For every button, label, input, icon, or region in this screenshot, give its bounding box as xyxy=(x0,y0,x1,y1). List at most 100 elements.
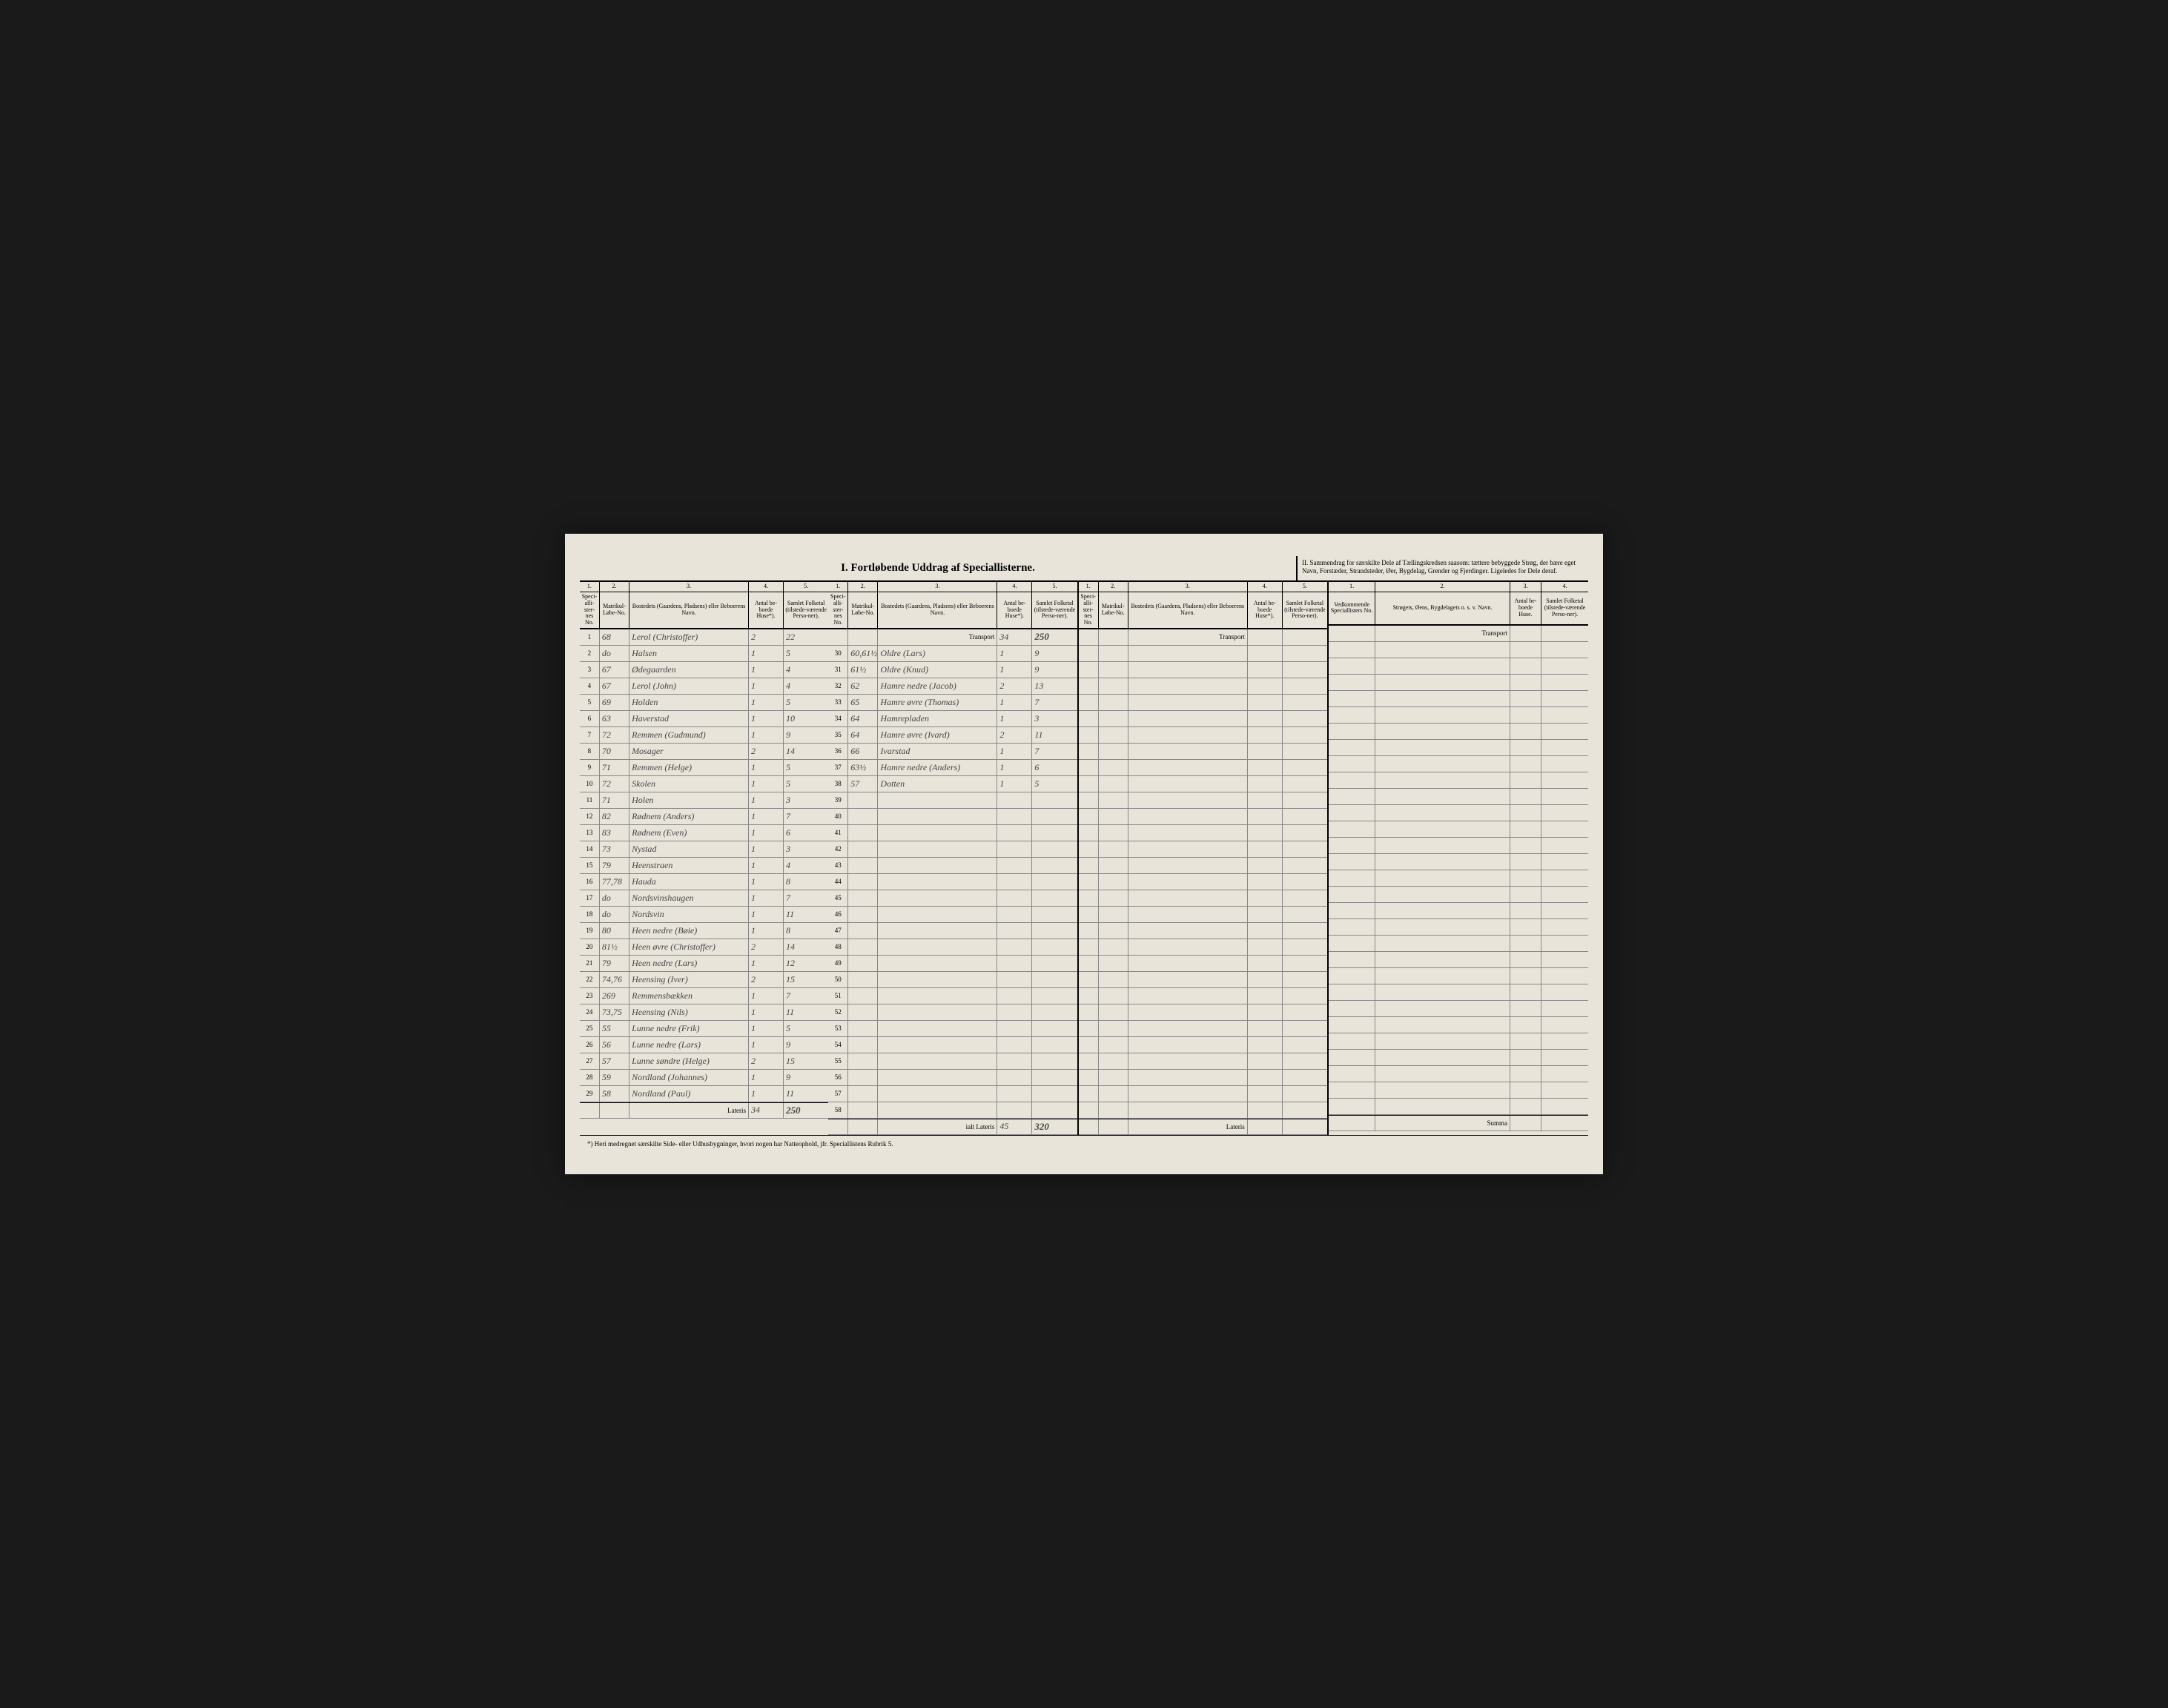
col-num: 1. xyxy=(580,582,600,592)
row-bost: Hauda xyxy=(629,874,749,890)
row-bost xyxy=(878,809,997,824)
table-row: 52 xyxy=(828,1004,1077,1021)
table-row xyxy=(1079,1070,1327,1086)
table-row: 47 xyxy=(828,923,1077,939)
row-mat xyxy=(848,1053,878,1069)
row-mat: 61½ xyxy=(848,662,878,678)
table-row xyxy=(1079,744,1327,760)
row-bost xyxy=(878,1102,997,1118)
table-row: 1282Rødnem (Anders)17 xyxy=(580,809,828,825)
row-ant xyxy=(997,907,1032,922)
table-row xyxy=(1329,903,1588,919)
row-bost: Lerol (John) xyxy=(629,678,749,694)
row-no: 43 xyxy=(828,858,848,873)
table-row xyxy=(1329,936,1588,952)
row-bost: Hamre øvre (Thomas) xyxy=(878,695,997,710)
transport-row-3: Transport xyxy=(1079,629,1327,646)
row-mat xyxy=(848,923,878,939)
row-ant xyxy=(997,1086,1032,1102)
col-num: 4. xyxy=(749,582,784,592)
col-num: 4. xyxy=(1541,582,1588,592)
row-bost: Nordland (Paul) xyxy=(629,1086,749,1102)
col-label-ant: Antal be-boede Huse*). xyxy=(997,592,1032,628)
row-no: 57 xyxy=(828,1086,848,1102)
row-mat: 58 xyxy=(600,1086,629,1102)
row-ant: 1 xyxy=(749,907,784,922)
table-row xyxy=(1329,1066,1588,1082)
table-row: 56 xyxy=(828,1070,1077,1086)
table-row xyxy=(1079,858,1327,874)
row-ant: 1 xyxy=(997,662,1032,678)
row-mat xyxy=(848,1037,878,1053)
table-row xyxy=(1079,890,1327,907)
row-folk xyxy=(1032,874,1077,890)
row-bost: Mosager xyxy=(629,744,749,759)
row-mat: 56 xyxy=(600,1037,629,1053)
table-row xyxy=(1329,870,1588,887)
table-row xyxy=(1329,691,1588,707)
row-ant: 1 xyxy=(749,923,784,939)
row-folk xyxy=(1032,907,1077,922)
table-row: 50 xyxy=(828,972,1077,988)
table-row: 569Holden15 xyxy=(580,695,828,711)
table-row xyxy=(1079,792,1327,809)
row-ant xyxy=(997,890,1032,906)
table-row xyxy=(1079,841,1327,858)
col-label-ant: Antal be-boede Huse*). xyxy=(1248,592,1283,628)
row-no: 35 xyxy=(828,727,848,743)
table-row xyxy=(1329,854,1588,870)
row-bost: Heenstraen xyxy=(629,858,749,873)
row-bost: Nordsvin xyxy=(629,907,749,922)
row-mat: 71 xyxy=(600,792,629,808)
row-bost: Lunne nedre (Lars) xyxy=(629,1037,749,1053)
col-label-bost: Bostedets (Gaardens, Pladsens) eller Beb… xyxy=(629,592,749,628)
row-mat xyxy=(848,988,878,1004)
row-folk xyxy=(1032,1086,1077,1102)
row-folk: 22 xyxy=(784,629,828,645)
row-no: 5 xyxy=(580,695,600,710)
table-row: 3365Hamre øvre (Thomas)17 xyxy=(828,695,1077,711)
row-bost: Rødnem (Anders) xyxy=(629,809,749,824)
row-folk: 8 xyxy=(784,923,828,939)
col-num: 2. xyxy=(1099,582,1128,592)
column-group-1: 1. 2. 3. 4. 5. Speci-alli-ster-nes No. M… xyxy=(580,582,828,1135)
table-row xyxy=(1079,907,1327,923)
row-ant xyxy=(997,874,1032,890)
row-bost xyxy=(878,988,997,1004)
row-ant: 2 xyxy=(749,1053,784,1069)
table-row: 2doHalsen15 xyxy=(580,646,828,662)
ialt-lateris-label: ialt Lateris xyxy=(878,1119,997,1134)
row-no: 44 xyxy=(828,874,848,890)
table-row xyxy=(1079,956,1327,972)
row-ant xyxy=(997,1021,1032,1036)
row-bost: Rødnem (Even) xyxy=(629,825,749,841)
table-row: 46 xyxy=(828,907,1077,923)
row-ant: 1 xyxy=(749,890,784,906)
table-row xyxy=(1079,1086,1327,1102)
row-folk: 11 xyxy=(784,1004,828,1020)
row-ant: 2 xyxy=(749,939,784,955)
data-rows-1: 168Lerol (Christoffer)2222doHalsen15367Ø… xyxy=(580,629,828,1102)
row-folk xyxy=(1032,1004,1077,1020)
table-row: 2958Nordland (Paul)111 xyxy=(580,1086,828,1102)
table-row xyxy=(1079,825,1327,841)
row-no: 9 xyxy=(580,760,600,775)
row-mat: 70 xyxy=(600,744,629,759)
table-row xyxy=(1329,1001,1588,1017)
table-row: 1579Heenstraen14 xyxy=(580,858,828,874)
col-num: 5. xyxy=(1283,582,1327,592)
row-ant: 1 xyxy=(749,956,784,971)
row-bost: Remmen (Gudmund) xyxy=(629,727,749,743)
table-row xyxy=(1079,678,1327,695)
row-no: 12 xyxy=(580,809,600,824)
row-mat xyxy=(848,809,878,824)
table-row: 2656Lunne nedre (Lars)19 xyxy=(580,1037,828,1053)
column-group-2: 1. 2. 3. 4. 5. Speci-alli-ster-nes No. M… xyxy=(828,582,1077,1135)
row-mat: 73 xyxy=(600,841,629,857)
summa-label: Summa xyxy=(1375,1116,1510,1131)
col-label-no: Speci-alli-ster-nes No. xyxy=(580,592,600,628)
row-no: 53 xyxy=(828,1021,848,1036)
row-mat: 63½ xyxy=(848,760,878,775)
table-row xyxy=(1329,919,1588,936)
row-mat: 67 xyxy=(600,678,629,694)
